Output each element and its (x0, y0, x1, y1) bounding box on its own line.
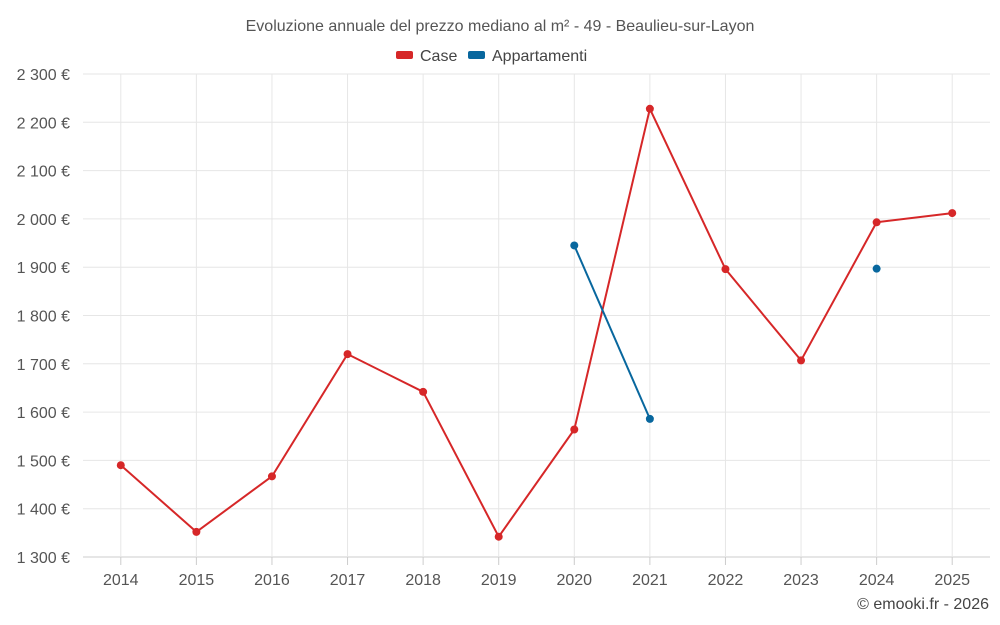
x-tick-label: 2017 (330, 572, 366, 589)
legend-label: Appartamenti (492, 48, 587, 65)
plot-area (116, 104, 957, 541)
data-point[interactable] (494, 532, 503, 541)
legend-item-appartamenti[interactable]: Appartamenti (468, 48, 587, 65)
x-tick-label: 2023 (783, 572, 819, 589)
x-tick-label: 2025 (934, 572, 970, 589)
x-tick-label: 2016 (254, 572, 290, 589)
data-point[interactable] (645, 104, 654, 113)
data-point[interactable] (570, 425, 579, 434)
x-tick-label: 2018 (405, 572, 441, 589)
data-point[interactable] (570, 241, 579, 250)
data-point[interactable] (192, 527, 201, 536)
x-tick-label: 2020 (556, 572, 592, 589)
x-tick-label: 2024 (859, 572, 895, 589)
credit: © emooki.fr - 2026 (857, 596, 989, 613)
x-axis: 2014 2015 2016 2017 2018 2019 2020 2021 2022 2023… (103, 557, 970, 589)
x-tick-label: 2014 (103, 572, 139, 589)
data-point[interactable] (419, 387, 428, 396)
legend: Case Appartamenti (396, 48, 587, 65)
data-point[interactable] (645, 414, 654, 423)
y-tick-label: 2 000 € (17, 212, 70, 229)
data-point[interactable] (116, 461, 125, 470)
x-tick-label: 2022 (708, 572, 744, 589)
y-tick-label: 1 500 € (17, 453, 70, 470)
y-tick-label: 1 800 € (17, 309, 70, 326)
y-tick-label: 1 400 € (17, 502, 70, 519)
legend-swatch (396, 51, 413, 59)
x-tick-label: 2015 (179, 572, 215, 589)
legend-label: Case (420, 48, 457, 65)
series-line (120, 107, 953, 538)
data-point[interactable] (267, 472, 276, 481)
data-point[interactable] (872, 264, 881, 273)
y-tick-label: 2 100 € (17, 164, 70, 181)
y-tick-label: 1 900 € (17, 260, 70, 277)
data-point[interactable] (721, 265, 730, 274)
series-appartamenti (570, 241, 881, 423)
legend-swatch (468, 51, 485, 59)
y-tick-label: 2 200 € (17, 115, 70, 132)
legend-item-case[interactable]: Case (396, 48, 457, 65)
data-point[interactable] (948, 209, 957, 218)
y-tick-label: 1 300 € (17, 550, 70, 567)
chart-title: Evoluzione annuale del prezzo mediano al… (246, 18, 755, 35)
y-tick-label: 2 300 € (17, 67, 70, 84)
data-point[interactable] (343, 350, 352, 359)
data-point[interactable] (797, 356, 806, 365)
y-tick-label: 1 700 € (17, 357, 70, 374)
y-tick-label: 1 600 € (17, 405, 70, 422)
data-point[interactable] (872, 218, 881, 227)
x-tick-label: 2019 (481, 572, 517, 589)
y-axis: 1 300 € 1 400 € 1 500 € 1 600 € 1 700 € 1 800… (17, 67, 70, 567)
series-case (116, 104, 957, 541)
x-tick-label: 2021 (632, 572, 668, 589)
series-line (573, 245, 651, 420)
